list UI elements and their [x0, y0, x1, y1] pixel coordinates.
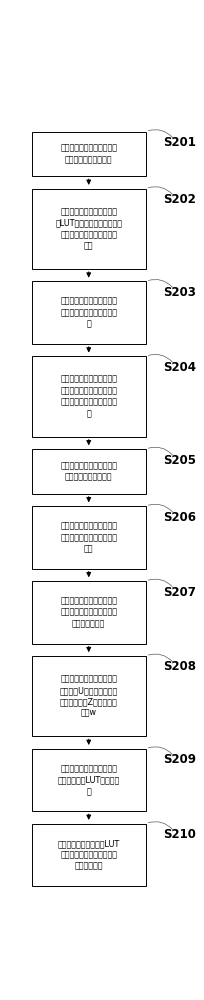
- Text: S204: S204: [163, 361, 196, 374]
- Text: 将转换为数字信号的第一反
馈信号消除额定线性增益获
得第二反馈信号: 将转换为数字信号的第一反 馈信号消除额定线性增益获 得第二反馈信号: [60, 596, 117, 628]
- Text: S205: S205: [163, 454, 196, 467]
- Text: S201: S201: [163, 136, 196, 149]
- FancyBboxPatch shape: [32, 449, 146, 494]
- Text: S207: S207: [163, 586, 196, 599]
- FancyBboxPatch shape: [32, 749, 146, 811]
- FancyBboxPatch shape: [32, 656, 146, 736]
- FancyBboxPatch shape: [32, 189, 146, 269]
- Text: 通过射频接收器接收经过功
放过程的第一反馈信号: 通过射频接收器接收经过功 放过程的第一反馈信号: [60, 461, 117, 482]
- Text: 通过模数转换器将第一反馈
信号由模拟信号转换为数字
信号: 通过模数转换器将第一反馈 信号由模拟信号转换为数字 信号: [60, 521, 117, 553]
- FancyBboxPatch shape: [32, 356, 146, 437]
- Text: 预失真器根据前一次更新后
的LUT表及预失真模型对原始
信号进行处理，输出预失真
信号: 预失真器根据前一次更新后 的LUT表及预失真模型对原始 信号进行处理，输出预失真…: [55, 207, 122, 250]
- FancyBboxPatch shape: [32, 281, 146, 344]
- Text: S209: S209: [163, 753, 196, 766]
- Text: S210: S210: [163, 828, 196, 841]
- FancyBboxPatch shape: [32, 581, 146, 644]
- Text: S202: S202: [163, 193, 196, 206]
- Text: 将模拟信号的预失真信号通
过射频发射器发射到功放模
块根据功放模型进行功放过
程: 将模拟信号的预失真信号通 过射频发射器发射到功放模 块根据功放模型进行功放过 程: [60, 375, 117, 418]
- Text: S203: S203: [163, 286, 196, 299]
- Text: 将根据所述第二反馈信号形
成的矩阵U及根据预失真信
号形成的矩阵Z确定预失真
参数w: 将根据所述第二反馈信号形 成的矩阵U及根据预失真信 号形成的矩阵Z确定预失真 参…: [60, 674, 118, 718]
- Text: 在周期性滤波处理开始后，
原始信号输入预失真器: 在周期性滤波处理开始后， 原始信号输入预失真器: [60, 144, 117, 164]
- Text: 将确定的预失真参数发送到
预失真器以对LUT表进行更
新: 将确定的预失真参数发送到 预失真器以对LUT表进行更 新: [58, 764, 120, 796]
- Text: S208: S208: [163, 660, 196, 673]
- FancyBboxPatch shape: [32, 506, 146, 569]
- Text: 将预失真信号通过数模转换
模块由数字信号变为模拟信
号: 将预失真信号通过数模转换 模块由数字信号变为模拟信 号: [60, 297, 117, 329]
- Text: 预失真器根据更新后的LUT
表对下一次原始信号进行数
字预失真处理: 预失真器根据更新后的LUT 表对下一次原始信号进行数 字预失真处理: [58, 839, 120, 871]
- FancyBboxPatch shape: [32, 132, 146, 176]
- FancyBboxPatch shape: [32, 824, 146, 886]
- Text: S206: S206: [163, 511, 196, 524]
